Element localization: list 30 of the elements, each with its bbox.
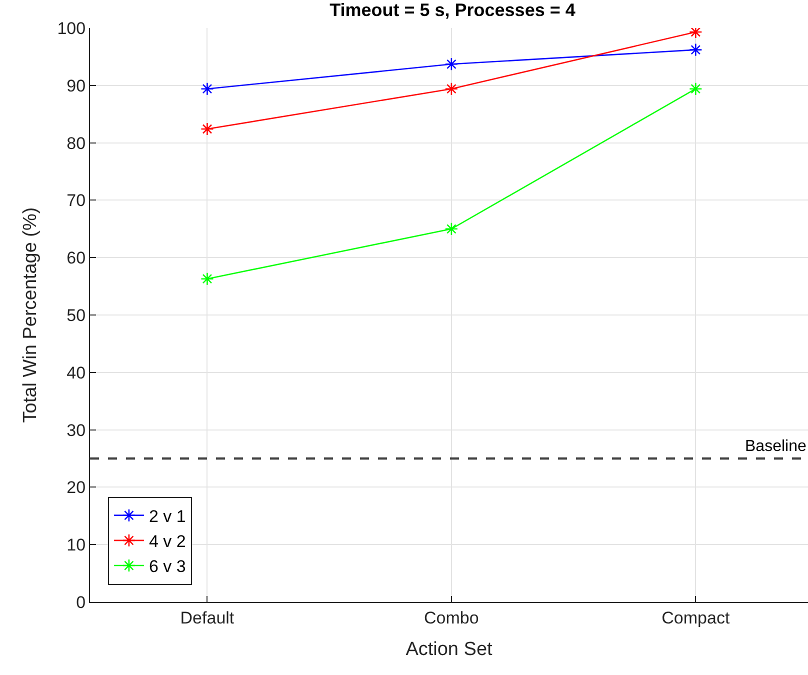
point: [689, 82, 702, 96]
y-tick-label: 20: [66, 478, 86, 498]
legend-label: 6 v 3: [148, 557, 186, 576]
point: [200, 122, 214, 136]
chart-title: Timeout = 5 s, Processes = 4: [330, 0, 576, 20]
y-tick-label: 90: [66, 76, 86, 96]
x-axis-title: Action Set: [406, 639, 494, 660]
y-tick-label: 30: [66, 420, 86, 440]
point: [689, 28, 702, 39]
ref-line-label: Baseline: [745, 438, 806, 455]
y-tick-label: 70: [66, 191, 86, 210]
y-tick-label: 10: [66, 536, 86, 555]
x-tick-label: Default: [180, 608, 234, 628]
y-tick-label: 100: [57, 18, 86, 38]
x-tick-label: Compact: [662, 608, 730, 628]
y-tick-label: 50: [66, 306, 86, 325]
point: [444, 82, 458, 96]
legend-label: 4 v 2: [148, 532, 186, 552]
y-tick-label: 80: [66, 134, 86, 153]
legend-label: 2 v 1: [148, 506, 186, 526]
point: [200, 82, 214, 96]
point: [200, 272, 214, 286]
y-axis-title: Total Win Percentage (%): [20, 207, 42, 423]
x-tick-label: Combo: [424, 608, 479, 628]
y-tick-label: 0: [76, 592, 86, 612]
point: [689, 43, 702, 56]
point: [444, 222, 458, 236]
y-tick-label: 40: [66, 363, 86, 382]
y-tick-label: 60: [66, 248, 86, 268]
point: [444, 58, 458, 71]
